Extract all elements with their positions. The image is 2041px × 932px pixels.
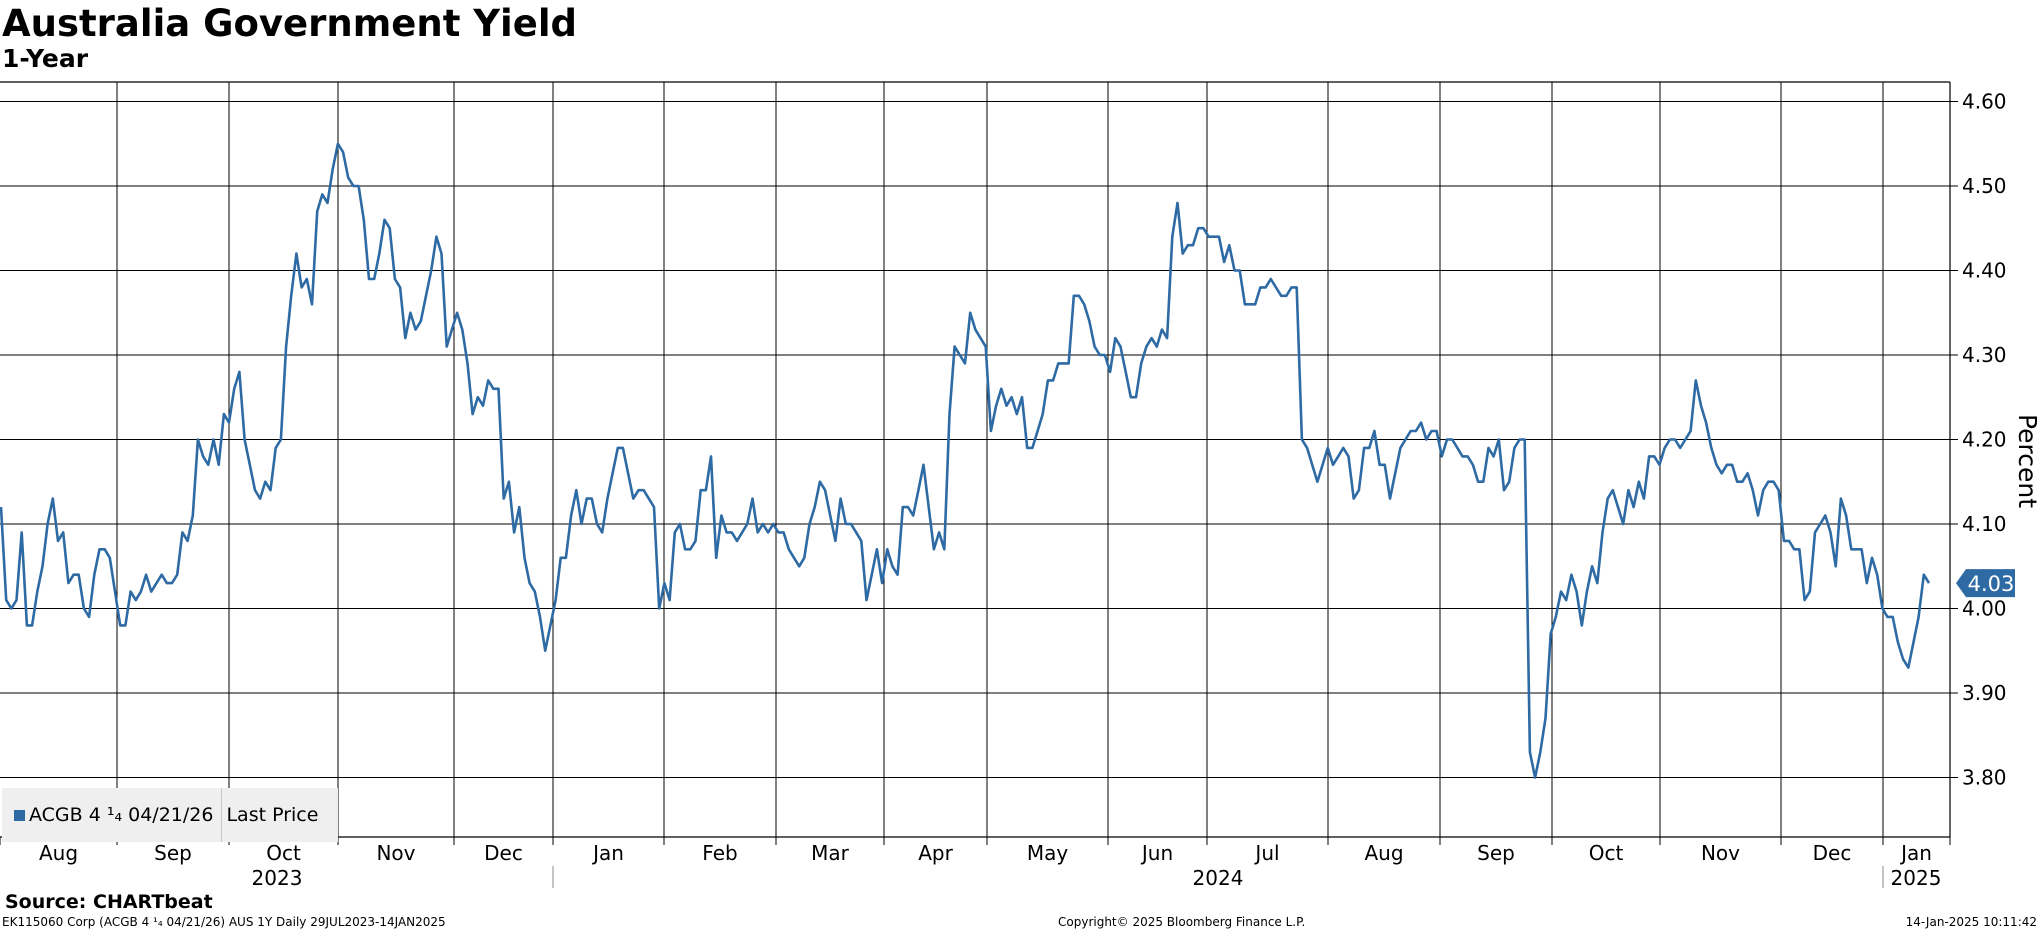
x-year-label: 2025 xyxy=(1891,866,1942,890)
series-layer xyxy=(0,142,1931,779)
y-tick-label: 4.40 xyxy=(1962,259,2007,283)
x-month-label: Oct xyxy=(266,841,301,865)
y-tick-label: 4.00 xyxy=(1962,597,2007,621)
y-axis-label: Percent xyxy=(2013,414,2041,508)
x-month-label: Dec xyxy=(1813,841,1852,865)
x-month-label: Sep xyxy=(1477,841,1515,865)
x-month-label: Sep xyxy=(154,841,192,865)
x-month-label: May xyxy=(1027,841,1069,865)
x-month-label: Nov xyxy=(376,841,415,865)
chart-title: Australia Government Yield xyxy=(2,2,577,45)
y-tick-label: 4.60 xyxy=(1962,90,2007,114)
y-axis-ticks: 3.80 3.90 4.00 4.10 4.20 4.30 4.40 4.50 4.60 xyxy=(1950,90,2007,790)
legend-divider xyxy=(221,788,223,842)
x-month-label: Apr xyxy=(918,841,953,865)
x-month-label: Aug xyxy=(39,841,78,865)
source-note: Source: CHARTbeat xyxy=(5,891,213,913)
series-line xyxy=(0,142,1931,779)
y-tick-label: 4.50 xyxy=(1962,174,2007,198)
x-month-label: Nov xyxy=(1701,841,1740,865)
x-month-label: Mar xyxy=(811,841,850,865)
x-month-label: Jun xyxy=(1140,841,1173,865)
x-year-label: 2023 xyxy=(252,866,303,890)
footer-timestamp: 14-Jan-2025 10:11:42 xyxy=(1905,915,2037,929)
footer-copyright: Copyright© 2025 Bloomberg Finance L.P. xyxy=(1058,915,1306,929)
x-month-label: Dec xyxy=(484,841,523,865)
chart-subtitle: 1-Year xyxy=(2,44,89,73)
y-tick-label: 4.10 xyxy=(1962,512,2007,536)
legend-instrument: ACGB 4 ¹₄ 04/21/26 xyxy=(29,804,214,826)
x-axis-ticks: Aug Sep Oct Nov Dec Jan Feb Mar Apr May Jun Jul Aug S… xyxy=(0,837,1951,890)
last-value-label: 4.03 xyxy=(1968,572,2015,596)
legend-swatch xyxy=(14,809,25,821)
legend: ACGB 4 ¹₄ 04/21/26 Last Price xyxy=(2,788,338,842)
last-value-marker: 4.03 xyxy=(1956,569,2015,598)
legend-field: Last Price xyxy=(226,804,319,826)
y-tick-label: 3.80 xyxy=(1962,766,2007,790)
x-month-label: Jul xyxy=(1253,841,1279,865)
y-tick-label: 3.90 xyxy=(1962,681,2007,705)
y-tick-label: 4.30 xyxy=(1962,343,2007,367)
x-month-label: Feb xyxy=(702,841,737,865)
x-month-label: Oct xyxy=(1589,841,1624,865)
x-month-label: Jan xyxy=(1899,841,1932,865)
x-month-label: Aug xyxy=(1364,841,1403,865)
x-year-label: 2024 xyxy=(1193,866,1244,890)
x-month-label: Jan xyxy=(591,841,624,865)
grid-lines xyxy=(0,82,1950,837)
y-tick-label: 4.20 xyxy=(1962,428,2007,452)
last-value-badge xyxy=(1956,569,2015,598)
footer-ticker: EK115060 Corp (ACGB 4 ¹₄ 04/21/26) AUS 1… xyxy=(2,915,446,929)
